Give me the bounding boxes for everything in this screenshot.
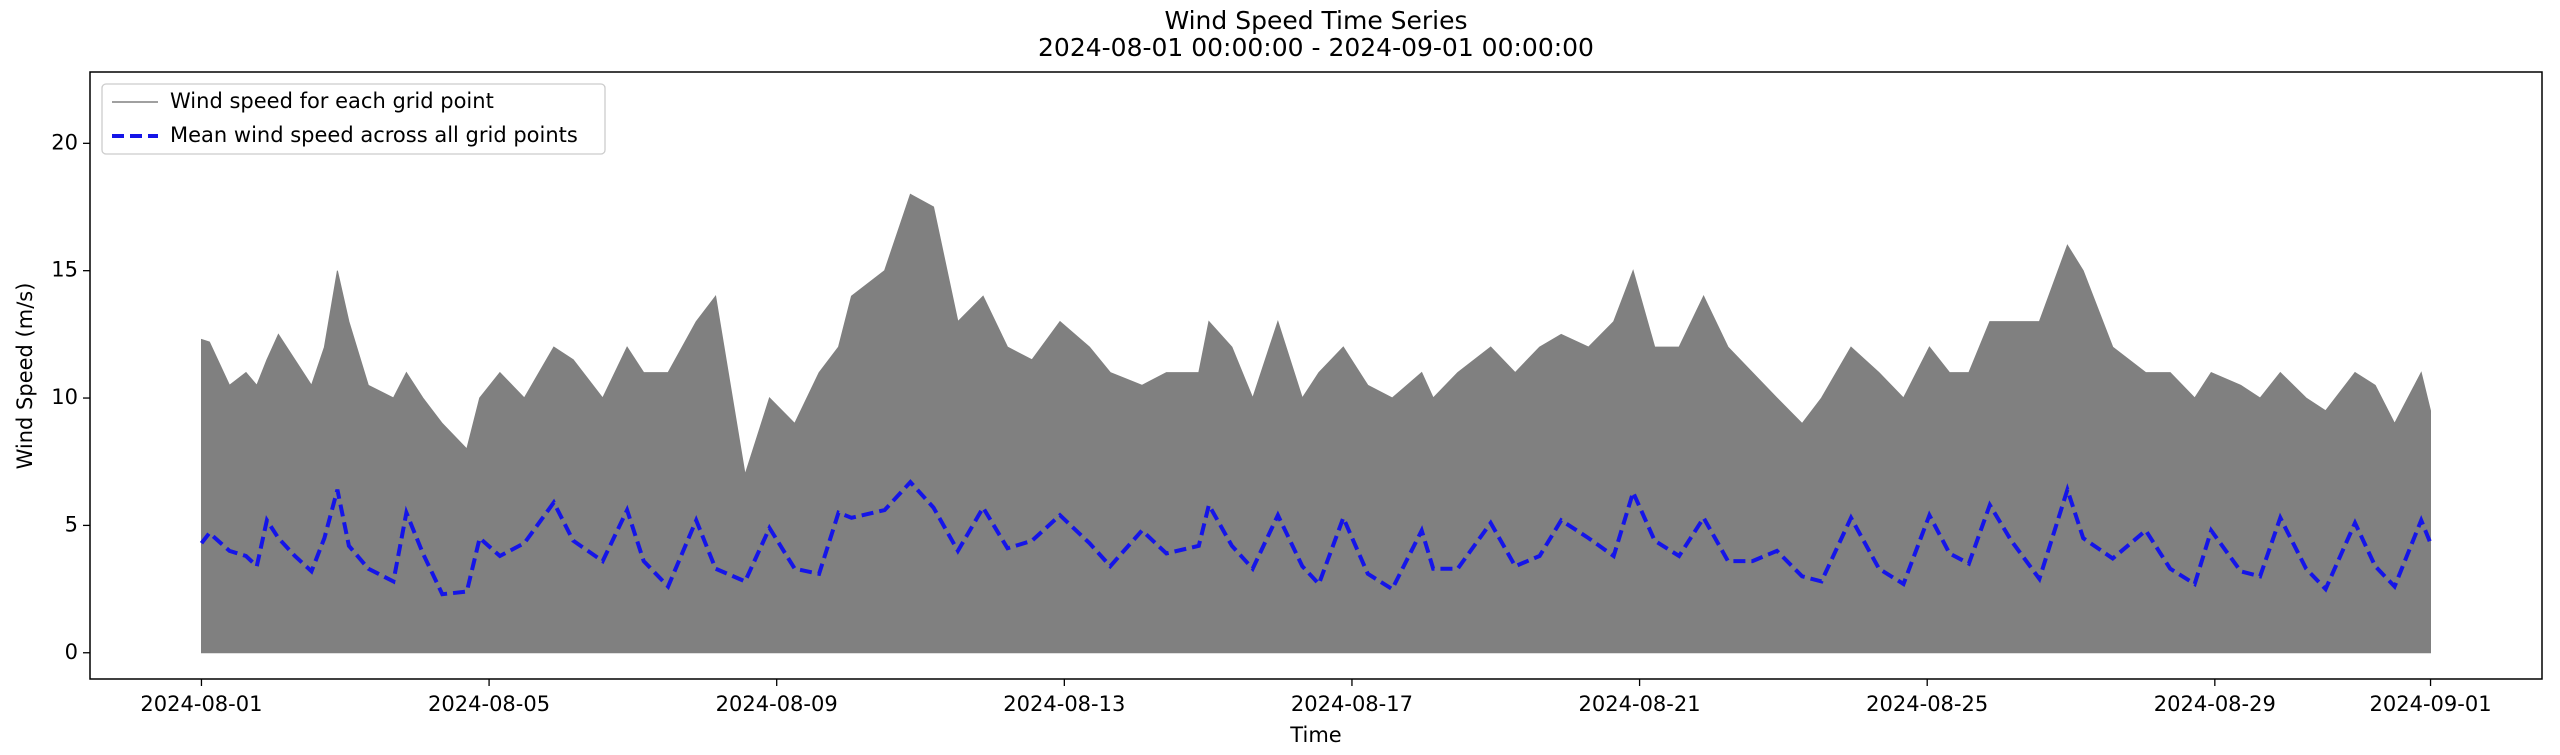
x-tick-label: 2024-08-25 — [1866, 692, 1988, 716]
legend-label: Wind speed for each grid point — [170, 89, 494, 113]
grid-point-area — [201, 193, 2431, 654]
y-tick-label: 20 — [51, 130, 78, 154]
y-tick-label: 5 — [65, 512, 78, 536]
x-tick-label: 2024-08-09 — [716, 692, 838, 716]
legend: Wind speed for each grid point Mean wind … — [101, 83, 606, 155]
legend-box — [101, 83, 606, 155]
x-tick-label: 2024-08-01 — [140, 692, 262, 716]
x-tick-label: 2024-08-29 — [2154, 692, 2276, 716]
chart-subtitle: 2024-08-01 00:00:00 - 2024-09-01 00:00:0… — [1038, 33, 1594, 62]
mean-line — [199, 479, 2433, 597]
y-tick-label: 15 — [51, 258, 78, 282]
legend-label: Mean wind speed across all grid points — [170, 123, 578, 147]
chart-title: Wind Speed Time Series — [1164, 6, 1467, 35]
x-tick-label: 2024-08-17 — [1291, 692, 1413, 716]
x-axis-label: Time — [1289, 723, 1341, 747]
x-tick-label: 2024-08-21 — [1579, 692, 1701, 716]
y-tick-label: 10 — [51, 385, 78, 409]
plot-area — [199, 193, 2433, 654]
axes-frame — [89, 71, 2543, 680]
x-tick-label: 2024-08-13 — [1003, 692, 1125, 716]
y-tick-label: 0 — [65, 640, 78, 664]
x-tick-label: 2024-09-01 — [2370, 692, 2492, 716]
y-axis-label: Wind Speed (m/s) — [13, 283, 37, 470]
x-tick-label: 2024-08-05 — [428, 692, 550, 716]
